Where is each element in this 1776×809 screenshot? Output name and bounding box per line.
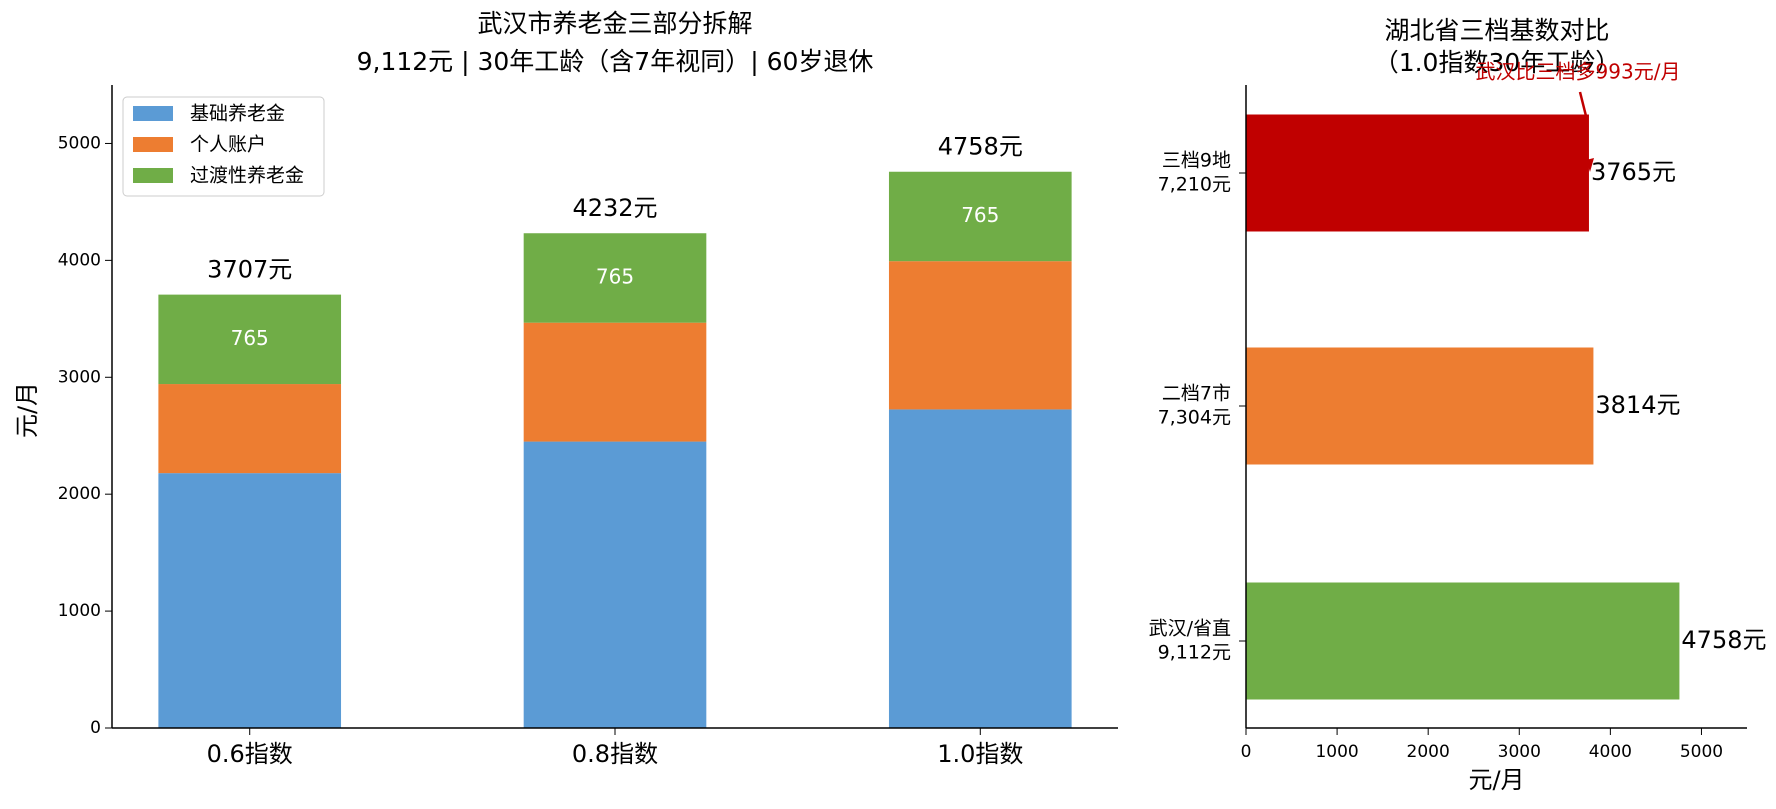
chart-title: 湖北省三档基数对比 [1384, 16, 1609, 45]
legend-box [122, 96, 325, 197]
legend-swatch [133, 106, 173, 121]
x-tick-label: 0.8指数 [572, 740, 658, 768]
y-tick-label: 9,112元 [1158, 642, 1231, 664]
x-tick-label: 4000 [1589, 742, 1632, 762]
y-tick-label: 7,304元 [1158, 407, 1231, 429]
annotation-arrow [1578, 91, 1588, 117]
x-tick-label: 1.0指数 [937, 740, 1023, 768]
x-tick-label: 3000 [1498, 742, 1541, 762]
total-label: 4758元 [938, 133, 1023, 161]
bar-segment [888, 171, 1072, 262]
y-tick-label: 2000 [58, 484, 101, 504]
legend-label: 过渡性养老金 [190, 165, 304, 187]
y-tick-label: 0 [90, 718, 101, 738]
chart-title: 9,112元 | 30年工龄（含7年视同）| 60岁退休 [357, 47, 874, 76]
x-axis-label: 元/月 [1468, 766, 1524, 794]
legend-label: 个人账户 [190, 134, 266, 156]
bar-segment [158, 384, 342, 474]
x-tick-label: 0 [1241, 742, 1252, 762]
y-tick-label: 武汉/省直 [1149, 618, 1231, 640]
chart-title: （1.0指数30年工龄） [1374, 48, 1621, 77]
value-label: 4758元 [1681, 626, 1766, 654]
y-tick-label: 7,210元 [1158, 174, 1231, 196]
segment-label: 765 [596, 264, 634, 288]
bar-segment [158, 473, 342, 728]
annotation-arrow-head [1586, 158, 1594, 172]
bar-segment [523, 441, 707, 728]
segment-label: 765 [961, 203, 999, 227]
y-tick-label: 三档9地 [1162, 150, 1231, 172]
value-label: 3765元 [1591, 158, 1676, 186]
total-label: 4232元 [572, 194, 657, 222]
segment-label: 765 [231, 326, 269, 350]
bar-segment [888, 409, 1072, 728]
legend-swatch [133, 137, 173, 152]
value-label: 3814元 [1595, 391, 1680, 419]
chart-title: 武汉市养老金三部分拆解 [477, 9, 752, 38]
bar-segment [523, 322, 707, 442]
bar [1246, 114, 1589, 232]
bar [1246, 347, 1594, 465]
y-tick-label: 3000 [58, 367, 101, 387]
bar [1246, 582, 1680, 700]
bar-segment [523, 233, 707, 323]
x-tick-label: 2000 [1407, 742, 1450, 762]
legend-swatch [133, 168, 173, 183]
total-label: 3707元 [207, 256, 292, 284]
legend-label: 基础养老金 [190, 103, 285, 125]
x-tick-label: 0.6指数 [207, 740, 293, 768]
bar-segment [158, 294, 342, 385]
y-axis-label: 元/月 [13, 382, 41, 438]
y-tick-label: 4000 [58, 250, 101, 270]
bar-segment [888, 261, 1072, 410]
y-tick-label: 1000 [58, 601, 101, 621]
annotation: 武汉比三档多993元/月 [1476, 60, 1681, 84]
x-tick-label: 5000 [1680, 742, 1723, 762]
x-tick-label: 1000 [1315, 742, 1358, 762]
y-tick-label: 二档7市 [1162, 383, 1231, 405]
y-tick-label: 5000 [58, 133, 101, 153]
